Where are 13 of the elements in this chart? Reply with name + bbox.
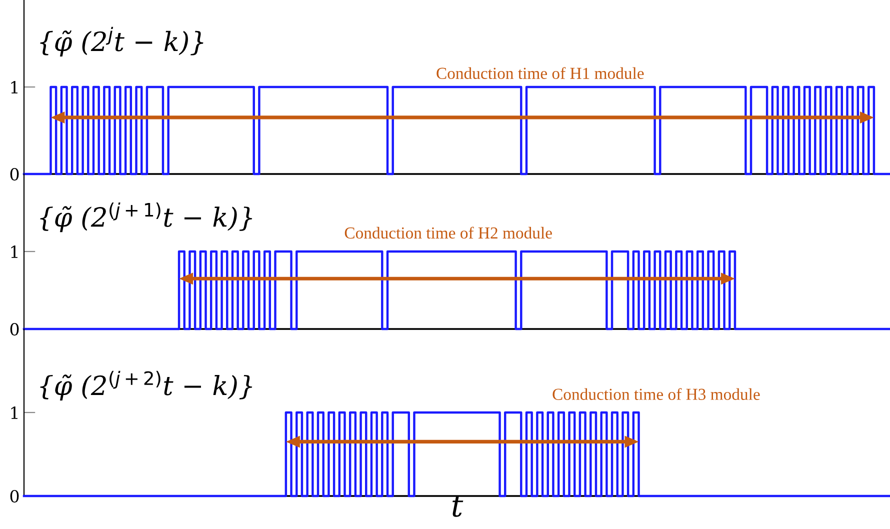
annotation: {φ̃ (2$^{(j+1)}$t − k)} [40, 202, 252, 232]
annotation: {φ̃ (2$^{(j+2)}$t − k)} [40, 370, 252, 400]
y-tick-label: 1 [11, 245, 18, 258]
y-tick-label: 1 [11, 406, 18, 419]
y-tick-label: 1 [11, 80, 18, 94]
x-axis-title: t [452, 496, 464, 517]
y-tick-label: 0 [10, 490, 19, 503]
annotation: Conduction time of H2 module [344, 226, 552, 239]
annotation: Conduction time of H1 module [436, 67, 644, 79]
annotation: {φ̃ (2$^{j}$t − k)} [40, 26, 204, 56]
annotation: Conduction time of H3 module [552, 388, 760, 400]
y-tick-label: 0 [10, 322, 19, 336]
y-tick-label: 0 [10, 168, 19, 181]
